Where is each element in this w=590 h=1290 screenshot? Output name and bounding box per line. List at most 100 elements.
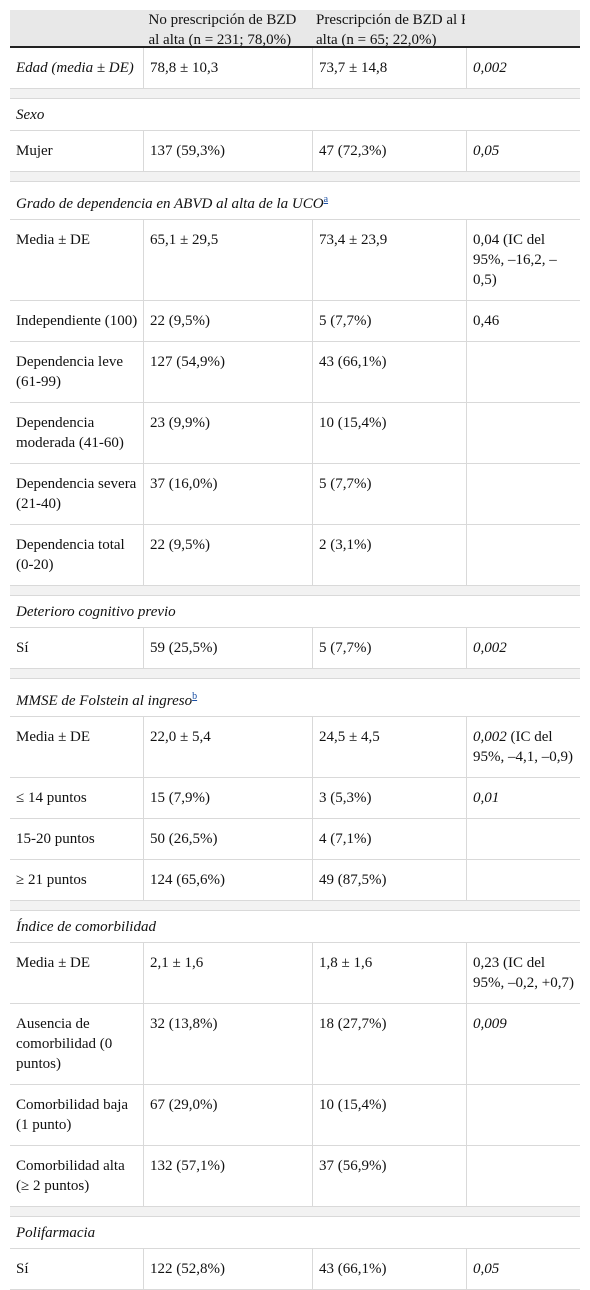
cell-p-value: 0,04 (IC del 95%, –16,2, –0,5) [473, 232, 557, 288]
cell-p-value: 0,009 [473, 1016, 507, 1032]
table-row: Dependencia total (0-20) 22 (9,5%) 2 (3,1%… [10, 525, 580, 586]
cell-bzd: 10 (15,4%) [313, 403, 467, 463]
cell-bzd: 1,8 ± 1,6 [313, 943, 467, 1003]
header-line: Prescripción de BZD al P [316, 12, 466, 28]
cell-no-bzd: 15 (7,9%) [144, 778, 313, 818]
table-row: Media ± DE 22,0 ± 5,4 24,5 ± 4,5 0,002 (IC … [10, 717, 580, 778]
footnote-link-a[interactable]: a [323, 194, 329, 205]
row-label: ≤ 14 puntos [10, 778, 144, 818]
table-row: Dependencia leve (61-99) 127 (54,9%) 43 (6… [10, 342, 580, 403]
section-header: Polifarmacia [10, 1217, 580, 1249]
table-header: No prescripción de BZD al alta (n = 231;… [10, 10, 580, 48]
cell-p-value [467, 1146, 580, 1206]
table-row: Sí 59 (25,5%) 5 (7,7%) 0,002 [10, 628, 580, 669]
cell-bzd: 37 (56,9%) [313, 1146, 467, 1206]
cell-no-bzd: 22 (9,5%) [144, 301, 313, 341]
cell-p-value: 0,05 [473, 143, 500, 159]
section-spacer [10, 901, 580, 911]
cell-p-value [467, 342, 580, 402]
cell-no-bzd: 67 (29,0%) [144, 1085, 313, 1145]
table-row: 15-20 puntos 50 (26,5%) 4 (7,1%) [10, 819, 580, 860]
header-line: No prescripción de BZD [148, 12, 297, 28]
table-row: Independiente (100) 22 (9,5%) 5 (7,7%) 0,46 [10, 301, 580, 342]
cell-bzd: 73,7 ± 14,8 [313, 48, 467, 88]
row-label: Comorbilidad alta (≥ 2 puntos) [10, 1146, 144, 1206]
cell-bzd: 10 (15,4%) [313, 1085, 467, 1145]
cell-no-bzd: 22 (9,5%) [144, 525, 313, 585]
row-label: Independiente (100) [10, 301, 144, 341]
cell-p-value: 0,05 [473, 1261, 500, 1277]
table-row: Media ± DE 65,1 ± 29,5 73,4 ± 23,9 0,04 (IC… [10, 220, 580, 301]
cell-p-value: 0,46 [473, 313, 500, 329]
section-spacer [10, 1207, 580, 1217]
cell-bzd: 5 (7,7%) [313, 628, 467, 668]
row-label: Sí [10, 628, 144, 668]
row-label: 15-20 puntos [10, 819, 144, 859]
section-title: MMSE de Folstein al ingreso [16, 693, 193, 709]
row-label: ≥ 21 puntos [10, 860, 144, 900]
header-prescripcion: Prescripción de BZD al P alta (n = 65; 2… [312, 10, 465, 46]
row-label: Dependencia leve (61-99) [10, 342, 144, 402]
table-row: Media ± DE 2,1 ± 1,6 1,8 ± 1,6 0,23 (IC del… [10, 943, 580, 1004]
row-label: Sí [10, 1249, 144, 1289]
cell-p-value [467, 1085, 580, 1145]
footnote-link-b[interactable]: b [192, 691, 198, 702]
cell-p-value [467, 464, 580, 524]
row-label: Dependencia total (0-20) [10, 525, 144, 585]
section-title: Deterioro cognitivo previo [16, 604, 176, 620]
header-empty-cell [10, 10, 144, 46]
cell-no-bzd: 122 (52,8%) [144, 1249, 313, 1289]
table-row: Dependencia moderada (41-60) 23 (9,9%) 10 … [10, 403, 580, 464]
section-header: Deterioro cognitivo previo [10, 596, 580, 628]
section-title: Sexo [16, 107, 45, 123]
cell-bzd: 4 (7,1%) [313, 819, 467, 859]
row-label: Edad (media ± DE) [10, 48, 144, 88]
row-label: Dependencia moderada (41-60) [10, 403, 144, 463]
cell-bzd: 43 (66,1%) [313, 1249, 467, 1289]
row-label: Media ± DE [10, 717, 144, 777]
cell-no-bzd: 2,1 ± 1,6 [144, 943, 313, 1003]
table-row: Edad (media ± DE) 78,8 ± 10,3 73,7 ± 14,… [10, 48, 580, 89]
cell-bzd: 3 (5,3%) [313, 778, 467, 818]
section-spacer [10, 172, 580, 182]
cell-bzd: 43 (66,1%) [313, 342, 467, 402]
section-header: Índice de comorbilidad [10, 911, 580, 943]
cell-p-value [467, 403, 580, 463]
section-title: Índice de comorbilidad [16, 919, 156, 935]
cell-bzd: 49 (87,5%) [313, 860, 467, 900]
cell-no-bzd: 50 (26,5%) [144, 819, 313, 859]
row-label: Media ± DE [10, 220, 144, 300]
cell-no-bzd: 132 (57,1%) [144, 1146, 313, 1206]
cell-p-value: 0,002 [473, 60, 507, 76]
section-title: Polifarmacia [16, 1225, 96, 1241]
cell-bzd: 5 (7,7%) [313, 464, 467, 524]
header-no-prescripcion: No prescripción de BZD al alta (n = 231;… [144, 10, 312, 46]
table-row: ≤ 14 puntos 15 (7,9%) 3 (5,3%) 0,01 [10, 778, 580, 819]
table-row: Comorbilidad alta (≥ 2 puntos) 132 (57,1%… [10, 1146, 580, 1207]
cell-no-bzd: 23 (9,9%) [144, 403, 313, 463]
row-label: Comorbilidad baja (1 punto) [10, 1085, 144, 1145]
table-row: Comorbilidad baja (1 punto) 67 (29,0%) 10 … [10, 1085, 580, 1146]
cell-p-value [467, 860, 580, 900]
section-header: Grado de dependencia en ABVD al alta de … [10, 182, 580, 220]
header-line: al alta (n = 231; 78,0%) [148, 32, 292, 46]
cell-bzd: 5 (7,7%) [313, 301, 467, 341]
cell-no-bzd: 59 (25,5%) [144, 628, 313, 668]
table-row: Mujer 137 (59,3%) 47 (72,3%) 0,05 [10, 131, 580, 172]
row-label: Mujer [10, 131, 144, 171]
section-spacer [10, 669, 580, 679]
table-row: Dependencia severa (21-40) 37 (16,0%) 5 (7… [10, 464, 580, 525]
cell-bzd: 18 (27,7%) [313, 1004, 467, 1084]
cell-p-value [467, 819, 580, 859]
cell-no-bzd: 137 (59,3%) [144, 131, 313, 171]
cell-no-bzd: 124 (65,6%) [144, 860, 313, 900]
cell-no-bzd: 127 (54,9%) [144, 342, 313, 402]
cell-bzd: 73,4 ± 23,9 [313, 220, 467, 300]
section-header: MMSE de Folstein al ingresob [10, 679, 580, 717]
cell-bzd: 47 (72,3%) [313, 131, 467, 171]
row-label: Media ± DE [10, 943, 144, 1003]
cell-no-bzd: 78,8 ± 10,3 [144, 48, 313, 88]
table-row: Ausencia de comorbilidad (0 puntos) 32 (1… [10, 1004, 580, 1085]
cell-p-value: 0,23 (IC del 95%, –0,2, +0,7) [473, 955, 574, 991]
section-spacer [10, 89, 580, 99]
